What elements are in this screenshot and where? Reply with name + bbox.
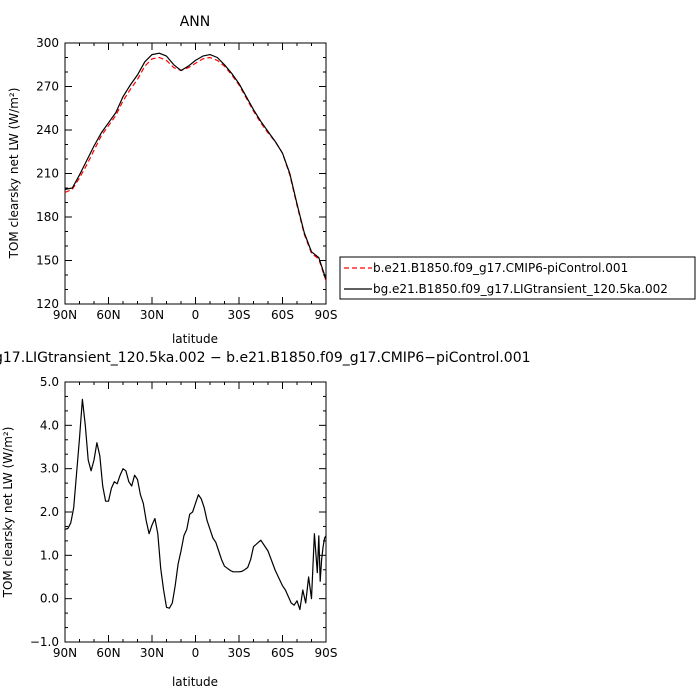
chart-2-series-group [64, 398, 327, 611]
chart-1-xtick-label: 30S [228, 308, 251, 322]
chart-1-xtick-label: 0 [192, 308, 200, 322]
chart-1-xtick-label: 90N [53, 308, 77, 322]
chart-1-xtick-label: 90S [315, 308, 338, 322]
chart-2-xtick-label: 60N [96, 646, 120, 660]
chart-2-ytick-label: 5.0 [40, 375, 59, 389]
chart-1-title: ANN [180, 14, 211, 30]
chart-1-axes: 90N 60N 30N 0 30S 60S 90S 120 150 180 210 240 270 300 [36, 36, 337, 322]
chart-2-ytick-label: 2.0 [40, 505, 59, 519]
chart-1-xlabel: latitude [172, 332, 218, 346]
chart-2-ytick-label: 1.0 [40, 548, 59, 562]
legend-box [339, 256, 696, 300]
chart-2-xtick-label: 30S [228, 646, 251, 660]
chart-2-ytick-label: 3.0 [40, 462, 59, 476]
chart-1-ytick-label: 210 [36, 167, 59, 181]
chart-2-series-1-line [64, 398, 327, 611]
chart-2-title: bg.e21.B1850.f09_g17.LIGtransient_120.5k… [0, 350, 531, 366]
chart-2-xtick-label: 90S [315, 646, 338, 660]
chart-2-ytick-label: −1.0 [30, 635, 59, 649]
chart-2-ytick-label: 4.0 [40, 418, 59, 432]
chart-1-frame [64, 42, 327, 305]
chart-1-ytick-label: 270 [36, 80, 59, 94]
chart-1-series-2-line [64, 52, 327, 280]
chart-1-xtick-label: 30N [140, 308, 164, 322]
chart-2-xtick-label: 30N [140, 646, 164, 660]
chart-2-xtick-label: 60S [271, 646, 294, 660]
chart-2-xtick-label: 0 [192, 646, 200, 660]
chart-2-xlabel: latitude [172, 675, 218, 689]
chart-1-ytick-label: 150 [36, 254, 59, 268]
chart-1-ytick-label: 180 [36, 210, 59, 224]
chart-2-xtick-label: 90N [53, 646, 77, 660]
chart-2-ytick-label: 0.0 [40, 592, 59, 606]
chart-1-ylabel: TOM clearsky net LW (W/m²) [7, 88, 21, 260]
chart-2-frame [64, 381, 327, 643]
chart-1-ytick-label: 240 [36, 123, 59, 137]
chart-2-ylabel: TOM clearsky net LW (W/m²) [1, 427, 15, 599]
chart-1-series-1-line [64, 56, 327, 281]
legend-entry-1: b.e21.B1850.f09_g17.CMIP6-piControl.001 [373, 261, 628, 275]
chart-1-legend: b.e21.B1850.f09_g17.CMIP6-piControl.001 … [339, 256, 696, 300]
chart-1-xtick-label: 60S [271, 308, 294, 322]
chart-1-ytick-label: 120 [36, 297, 59, 311]
chart-1-ytick-label: 300 [36, 36, 59, 50]
chart-2-axes: 90N 60N 30N 0 30S 60S 90S −1.0 0.0 1.0 2.0 3.0 4.0 5.… [30, 375, 338, 660]
chart-2: bg.e21.B1850.f09_g17.LIGtransient_120.5k… [0, 350, 531, 689]
chart-1-series-group [64, 52, 327, 281]
chart-1-xtick-label: 60N [96, 308, 120, 322]
chart-1: ANN 90N 60N 30N 0 30S 60S 90S 120 150 180 210 240 27… [7, 14, 337, 346]
legend-entry-2: bg.e21.B1850.f09_g17.LIGtransient_120.5k… [373, 282, 668, 296]
